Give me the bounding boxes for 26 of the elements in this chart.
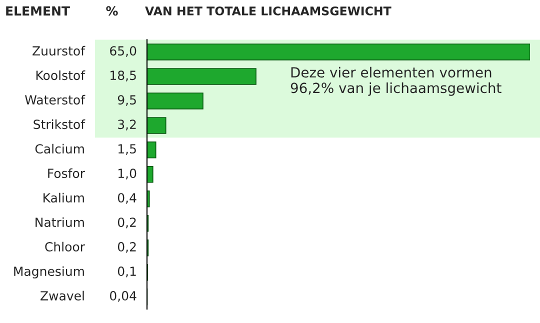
y-tick-label: Calcium [35, 144, 84, 154]
data-label: 0,1 [118, 266, 136, 278]
y-tick-label: Waterstof [25, 94, 86, 105]
y-tick-label: Zuurstof [32, 46, 86, 56]
data-label: 1,0 [118, 168, 136, 180]
y-tick-label: Kalium [44, 192, 84, 203]
y-tick-label: Natrium [36, 217, 84, 228]
data-label: 3,2 [118, 120, 136, 130]
y-tick-label: Strikstof [34, 119, 86, 130]
y-tick-label: Koolstof [36, 70, 86, 80]
y-tick-label: Zwavel [40, 290, 84, 300]
y-tick-label: Fosfor [48, 168, 85, 178]
chart-title: VAN HET TOTALE LICHAAMSGEWICHT [145, 6, 392, 16]
data-label: 65,0 [110, 46, 136, 57]
data-label: 0,04 [110, 291, 136, 302]
text: % [106, 6, 118, 16]
data-label: 0,2 [118, 242, 136, 253]
data-label: 0,4 [118, 193, 136, 204]
data-label: 18,5 [110, 70, 136, 82]
data-label: 0,2 [118, 218, 136, 228]
y-axis-title: ELEMENT [6, 6, 70, 16]
data-label: 9,5 [118, 95, 136, 106]
band-label: Deze vier elementen vormen 96,2% van je lichaamsgewicht [290, 66, 502, 96]
y-tick-label: Magnesium [14, 266, 84, 278]
data-label: 1,5 [118, 144, 136, 155]
y-tick-label: Chloor [45, 242, 85, 252]
